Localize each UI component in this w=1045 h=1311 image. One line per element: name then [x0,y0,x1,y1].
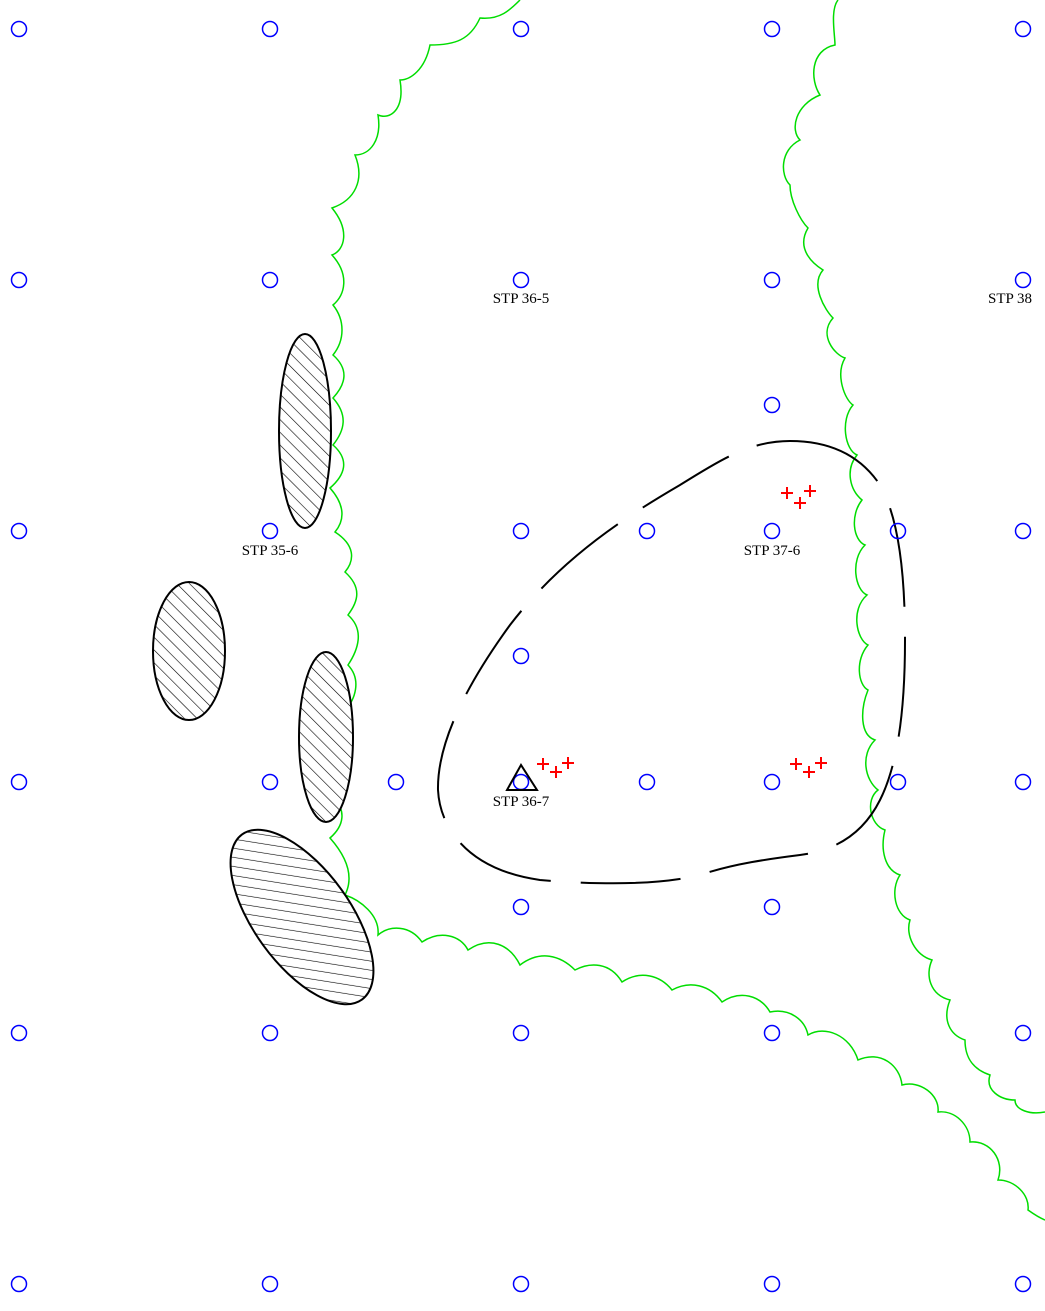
test-pit [10,1275,28,1293]
test-pit [1014,1275,1032,1293]
test-pit [889,522,907,540]
test-pit [10,20,28,38]
test-pit [387,773,405,791]
test-pit [512,898,530,916]
hatched-feature-4 [229,828,375,1006]
artifact-cross-icon [550,766,562,778]
test-pit [261,1024,279,1042]
test-pit [638,773,656,791]
artifact-cross-icon [794,497,806,509]
test-pit [10,773,28,791]
test-pit [10,271,28,289]
test-pit [261,20,279,38]
test-pit [512,271,530,289]
test-pit [889,773,907,791]
vegetation-edges [328,0,1045,1221]
test-pit [763,898,781,916]
artifact-finds [537,485,827,778]
artifact-cluster-stp-36-7 [537,757,574,778]
test-pit [10,1024,28,1042]
test-pit [261,271,279,289]
stp-label-35-6: STP 35-6 [242,543,299,559]
test-pit [512,522,530,540]
hatched-features [152,333,375,1006]
test-pit [1014,1024,1032,1042]
test-pit [763,396,781,414]
test-pit [763,271,781,289]
test-pit [261,522,279,540]
stp-label-36-7: STP 36-7 [493,794,550,810]
test-pit [512,647,530,665]
test-pit [10,522,28,540]
vegetation-edge-left [328,0,1045,1221]
test-pit [763,1275,781,1293]
test-pit [261,1275,279,1293]
test-pit [261,773,279,791]
test-pit-grid [10,20,1032,1293]
artifact-cross-icon [815,757,827,769]
test-pit [1014,20,1032,38]
test-pit [638,522,656,540]
test-pit [512,20,530,38]
test-pit [1014,522,1032,540]
test-pit [763,1024,781,1042]
artifact-cross-icon [781,487,793,499]
datum-triangle-icon [505,763,539,791]
test-pit [1014,773,1032,791]
stp-label-38-partial: STP 38 [988,291,1032,307]
test-pit [763,522,781,540]
test-pit [763,773,781,791]
stp-label-37-6: STP 37-6 [744,543,801,559]
hatched-feature-2 [152,581,226,721]
hatched-feature-3 [298,651,354,823]
site-boundary [436,439,907,885]
artifact-cross-icon [804,485,816,497]
artifact-cross-icon [562,757,574,769]
hatched-feature-1 [278,333,332,529]
test-pit [512,773,530,791]
artifact-cluster-stp-37-7 [790,757,827,778]
test-pit [512,1024,530,1042]
artifact-cross-icon [803,766,815,778]
stp-label-36-5: STP 36-5 [493,291,550,307]
artifact-cross-icon [790,758,802,770]
test-pit [1014,271,1032,289]
test-pit [512,1275,530,1293]
test-pit [763,20,781,38]
artifact-cluster-stp-37-6 [781,485,816,509]
artifact-cross-icon [537,758,549,770]
stp-labels: STP 36-5 STP 38 STP 35-6 STP 37-6 STP 36… [242,291,1032,810]
vegetation-edge-right [782,0,1045,1114]
